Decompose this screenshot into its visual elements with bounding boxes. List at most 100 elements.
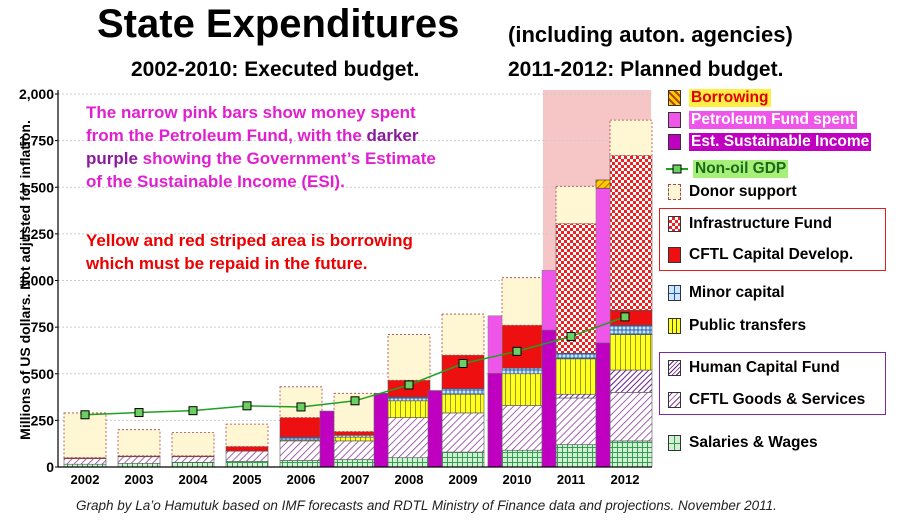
bar-salaries-wages-2012	[609, 440, 653, 468]
legend-transfers-label: Public transfers	[689, 317, 807, 334]
legend-infra-swatch	[668, 216, 681, 232]
bar-esi-2012	[595, 342, 611, 468]
source-footer: Graph by La’o Hamutuk based on IMF forec…	[76, 498, 777, 513]
legend-salaries-label: Salaries & Wages	[689, 434, 818, 451]
bar-donor-support-2002	[63, 412, 107, 459]
legend-minor-swatch	[668, 285, 681, 301]
annotation-2-line-2: which must be repaid in the future.	[86, 254, 368, 273]
bar-minor-capital-2009	[441, 388, 485, 395]
annotation-1-line-2b: darker	[366, 126, 419, 145]
bar-cftl-capital-develop-2007	[333, 431, 377, 436]
x-tick-label-2008: 2008	[395, 472, 424, 487]
gdp-point-2012	[620, 312, 630, 322]
x-tick-label-2012: 2012	[611, 472, 640, 487]
bar-cftl-goods-services-2004	[171, 456, 215, 463]
bar-esi-2010	[487, 373, 503, 468]
y-tick-label: 250	[31, 412, 55, 428]
bar-cftl-goods-services-2007	[333, 440, 377, 460]
annotation-1-line-3b: showing the Government’s Estimate	[137, 149, 436, 168]
legend-human-capital: Human Capital Fund	[668, 358, 840, 378]
x-tick-label-2002: 2002	[71, 472, 100, 487]
legend-borrowing: Borrowing	[668, 88, 771, 108]
y-tick-label: 750	[31, 319, 55, 335]
x-tick-label-2004: 2004	[179, 472, 209, 487]
legend-borrowing-swatch	[668, 90, 681, 106]
gdp-point-2005	[242, 401, 252, 411]
legend-hcf-label: Human Capital Fund	[689, 359, 840, 376]
legend-gdp: Non-oil GDP	[666, 159, 789, 179]
bar-infrastructure-fund-2012	[609, 155, 653, 311]
legend-goods-label: CFTL Goods & Services	[689, 391, 866, 408]
bar-salaries-wages-2007	[333, 459, 377, 468]
legend-hcf-swatch	[668, 360, 681, 376]
legend-donor: Donor support	[668, 182, 797, 202]
bar-public-transfers-2007	[333, 436, 377, 442]
y-tick-label: 1,750	[19, 133, 54, 149]
bar-salaries-wages-2004	[171, 462, 215, 468]
bar-esi-2009	[427, 390, 443, 468]
bar-donor-support-2010	[501, 277, 545, 326]
legend-borrowing-label: Borrowing	[689, 89, 771, 107]
bar-minor-capital-2006	[279, 436, 323, 441]
bar-cftl-goods-services-2008	[387, 417, 431, 458]
gdp-point-2008	[404, 380, 414, 390]
legend-petroleum-fund: Petroleum Fund spent	[668, 110, 857, 130]
legend-gdp-label: Non-oil GDP	[693, 160, 789, 178]
gdp-point-2010	[512, 346, 522, 356]
bar-public-transfers-2008	[387, 400, 431, 418]
annotation-1-line-3a: purple	[86, 149, 138, 168]
gdp-point-2011	[566, 331, 576, 341]
annotation-2-line-1: Yellow and red striped area is borrowing	[86, 231, 413, 250]
legend-transfers-swatch	[668, 318, 681, 334]
bar-borrowing-2012	[595, 179, 611, 189]
legend-capital-label: CFTL Capital Develop.	[689, 246, 854, 263]
bars-group	[63, 119, 653, 468]
bar-infrastructure-fund-2011	[555, 223, 599, 354]
legend-donor-label: Donor support	[689, 183, 797, 200]
bar-minor-capital-2011	[555, 352, 599, 360]
bar-esi-2007	[319, 410, 335, 468]
gdp-point-2007	[350, 396, 360, 406]
legend-goods-box	[659, 352, 886, 415]
gdp-line-group	[80, 312, 630, 420]
legend-petroleum-label: Petroleum Fund spent	[689, 111, 857, 129]
legend-minor-capital: Minor capital	[668, 283, 785, 303]
bar-salaries-wages-2006	[279, 460, 323, 468]
bar-salaries-wages-2011	[555, 444, 599, 468]
bar-public-transfers-2012	[609, 334, 653, 371]
chart-title-note: (including auton. agencies)	[508, 22, 793, 47]
x-tick-label-2011: 2011	[557, 472, 585, 487]
gdp-point-2002	[80, 410, 90, 420]
bar-human-capital-fund-2012	[609, 369, 653, 393]
annotation-1-line-1: The narrow pink bars show money spent	[86, 103, 416, 122]
y-tick-label: 1,250	[19, 226, 54, 242]
legend-capital-swatch	[668, 247, 681, 263]
legend-petroleum-swatch	[668, 112, 681, 128]
bar-cftl-goods-services-2002	[63, 458, 107, 465]
bar-public-transfers-2010	[501, 373, 545, 406]
x-tick-label-2003: 2003	[125, 472, 154, 487]
x-tick-label-2010: 2010	[503, 472, 532, 487]
bar-salaries-wages-2010	[501, 449, 545, 468]
bar-donor-support-2009	[441, 313, 485, 356]
legend-capital-box	[659, 208, 886, 271]
bar-public-transfers-2009	[441, 393, 485, 414]
bar-cftl-goods-services-2005	[225, 450, 269, 462]
gdp-point-2004	[188, 406, 198, 416]
bar-salaries-wages-2008	[387, 457, 431, 468]
annotation-petroleum-fund: The narrow pink bars show money spent fr…	[86, 101, 436, 193]
bar-donor-support-2008	[387, 334, 431, 381]
legend-salaries: Salaries & Wages	[668, 433, 818, 453]
legend-minor-label: Minor capital	[689, 284, 785, 301]
bar-donor-support-2003	[117, 429, 161, 457]
annotation-borrowing: Yellow and red striped area is borrowing…	[86, 229, 413, 275]
x-tick-label-2006: 2006	[287, 472, 316, 487]
legend-infra-label: Infrastructure Fund	[689, 215, 832, 232]
legend-salaries-swatch	[668, 435, 681, 451]
gdp-point-2006	[296, 402, 306, 412]
bar-cftl-goods-services-2009	[441, 412, 485, 453]
bar-cftl-capital-develop-2010	[501, 324, 545, 369]
bar-cftl-goods-services-2011	[555, 397, 599, 445]
axes-group: 0 250 500 750 1,000 1,250 1,500 1,750 2,000 2002 2…	[19, 86, 652, 487]
